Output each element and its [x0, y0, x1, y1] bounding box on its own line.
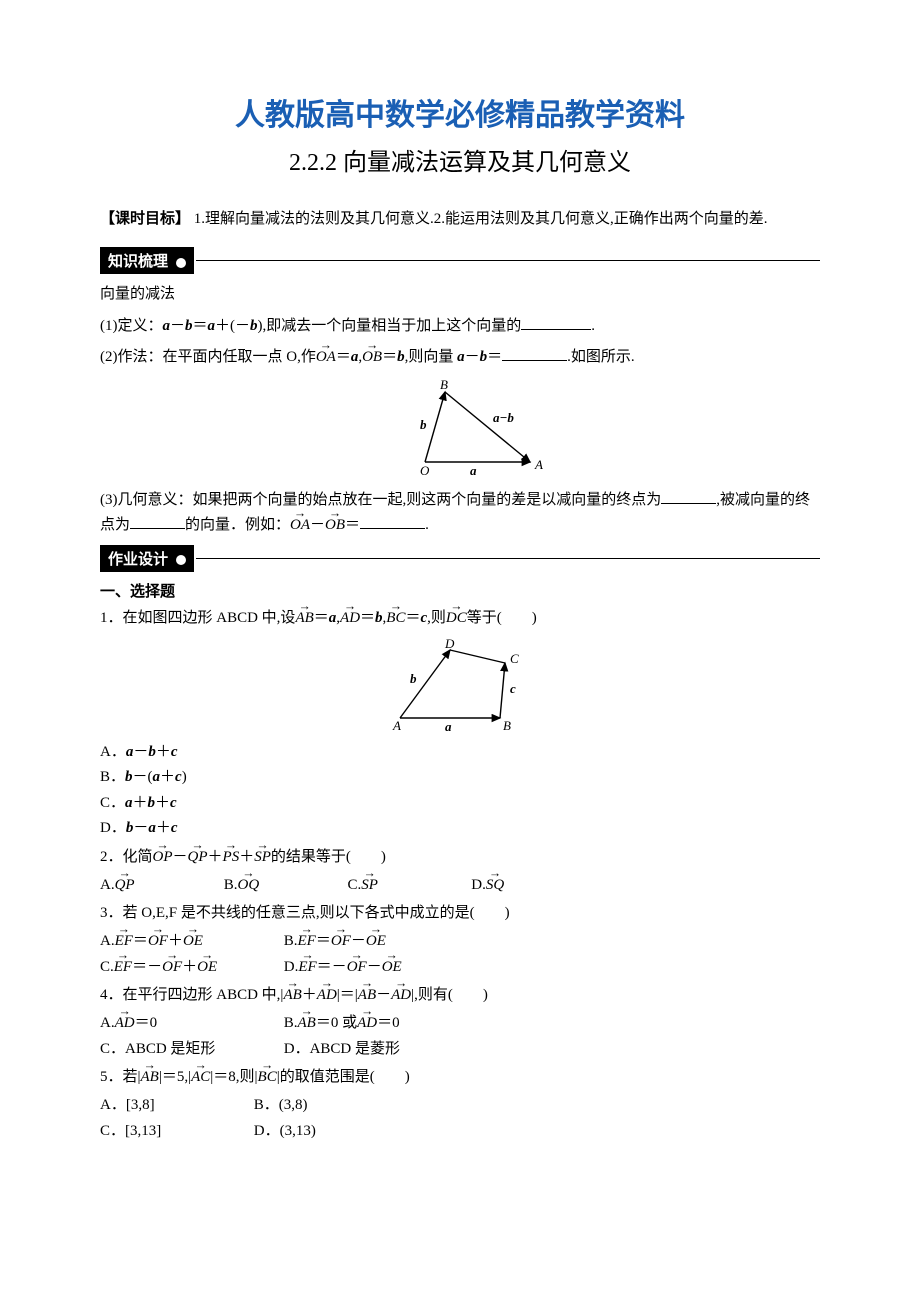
- svg-text:b: b: [410, 671, 417, 686]
- figure-quadrilateral-abcd: A B C D a b c: [100, 638, 820, 738]
- vector-ob: OB: [362, 345, 382, 371]
- knowledge-banner: 知识梳理: [100, 247, 194, 274]
- q1-options: A．a－b＋c B．b－(a＋c) C．a＋b＋c D．b－a＋c: [100, 740, 820, 842]
- question-4: 4．在平行四边形 ABCD 中,|AB＋AD|＝|AB－AD|,则有( ): [100, 982, 820, 1009]
- figure-triangle-oab: O A B a b a−b: [100, 377, 820, 482]
- banner-dot-icon: [176, 555, 186, 565]
- knowledge-heading: 向量的减法: [100, 282, 820, 308]
- objective-text: 1.理解向量减法的法则及其几何意义.2.能运用法则及其几何意义,正确作出两个向量…: [194, 211, 768, 227]
- vector-ob: OB: [325, 513, 345, 539]
- knowledge-item-3: (3)几何意义：如果把两个向量的始点放在一起,则这两个向量的差是以减向量的终点为…: [100, 488, 820, 539]
- knowledge-item-1: (1)定义：a－b＝a＋(－b),即减去一个向量相当于加上这个向量的.: [100, 314, 820, 340]
- banner-line: [196, 260, 820, 261]
- fill-blank: [360, 513, 425, 529]
- banner-dot-icon: [176, 258, 186, 268]
- svg-text:A: A: [392, 718, 401, 733]
- q2-options: A.QP B.OQ C.SP D.SQ: [100, 873, 820, 899]
- q5-options: A．[3,8] B．(3,8) C．[3,13] D．(3,13): [100, 1093, 820, 1144]
- svg-text:a: a: [445, 719, 452, 733]
- section-banner-row: 知识梳理: [100, 247, 820, 274]
- svg-text:O: O: [420, 463, 430, 477]
- svg-text:b: b: [420, 417, 427, 432]
- fill-blank: [661, 488, 716, 504]
- svg-text:B: B: [440, 377, 448, 392]
- fill-blank: [521, 314, 591, 330]
- section-banner-row: 作业设计: [100, 545, 820, 572]
- question-2: 2．化简OP－QP＋PS＋SP的结果等于( ): [100, 844, 820, 871]
- fill-blank: [130, 513, 185, 529]
- lesson-objective: 【课时目标】 1.理解向量减法的法则及其几何意义.2.能运用法则及其几何意义,正…: [100, 207, 820, 231]
- vector-oa: OA: [316, 345, 336, 371]
- svg-text:A: A: [534, 457, 543, 472]
- triangle-svg: O A B a b a−b: [365, 377, 555, 477]
- vector-oa: OA: [290, 513, 310, 539]
- fill-blank: [502, 345, 567, 361]
- objective-label: 【课时目标】: [100, 211, 190, 227]
- homework-banner: 作业设计: [100, 545, 194, 572]
- knowledge-item-2: (2)作法：在平面内任取一点 O,作OA＝a,OB＝b,则向量 a－b＝.如图所…: [100, 345, 820, 371]
- svg-text:B: B: [503, 718, 511, 733]
- question-1: 1．在如图四边形 ABCD 中,设AB＝a,AD＝b,BC＝c,则DC等于( ): [100, 605, 820, 632]
- sub-title: 2.2.2 向量减法运算及其几何意义: [100, 142, 820, 177]
- svg-text:a: a: [470, 463, 477, 477]
- document-page: 人教版高中数学必修精品教学资料 2.2.2 向量减法运算及其几何意义 【课时目标…: [0, 0, 920, 1206]
- svg-text:c: c: [510, 681, 516, 696]
- svg-text:D: D: [444, 638, 455, 651]
- svg-text:C: C: [510, 651, 519, 666]
- q3-options: A.EF＝OF＋OE B.EF＝OF－OE C.EF＝－OF＋OE D.EF＝－…: [100, 929, 820, 980]
- main-title: 人教版高中数学必修精品教学资料: [100, 90, 820, 134]
- question-3: 3．若 O,E,F 是不共线的任意三点,则以下各式中成立的是( ): [100, 900, 820, 927]
- svg-text:a−b: a−b: [493, 410, 514, 425]
- question-5: 5．若|AB|＝5,|AC|＝8,则|BC|的取值范围是( ): [100, 1064, 820, 1091]
- quad-svg: A B C D a b c: [375, 638, 545, 733]
- banner-line: [196, 558, 820, 559]
